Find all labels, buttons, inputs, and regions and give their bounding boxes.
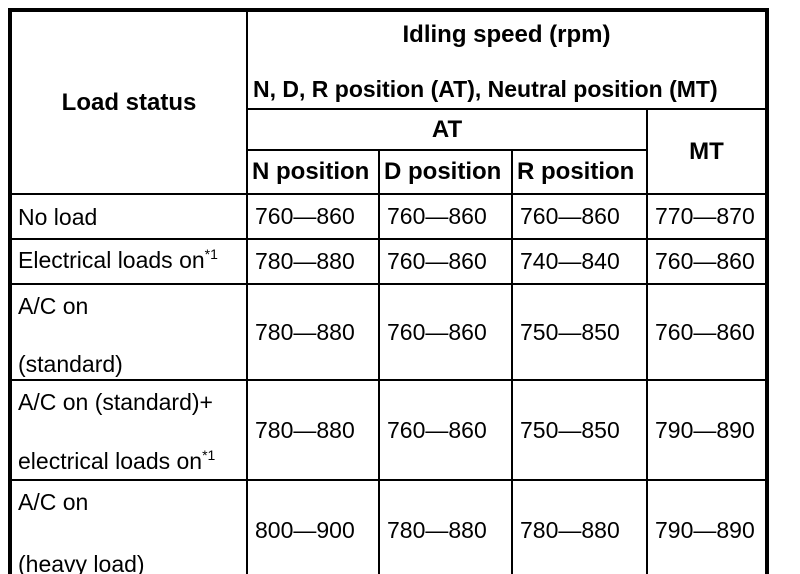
n-position-header-cell: N position [246,149,380,195]
idling-speed-value: 750—850 [511,379,648,481]
table-row: A/C on (standard) 780—880 760—860 750—850 760… [9,283,769,381]
load-status-text: A/C on (standard)+ [18,389,213,415]
load-status-cell: No load [9,193,248,240]
header-row-positions: N position D position R position [10,149,767,195]
idling-speed-value: 780—880 [246,379,380,481]
idling-speed-value: 760—860 [378,283,513,381]
load-status-cell: A/C on (heavy load) [9,479,248,574]
idling-speed-header-cell: Idling speed (rpm) N, D, R position (AT)… [245,9,769,110]
table-row: No load 760—860 760—860 760—860 770—870 [9,193,769,240]
header-row-at-mt: AT MT [10,108,769,195]
idling-speed-value: 760—860 [645,283,769,381]
idling-speed-table: Load status Idling speed (rpm) N, D, R p… [8,8,770,574]
table-row: A/C on (standard)+ electrical loads on*1 7… [9,379,769,481]
load-status-text: A/C on [18,293,89,319]
idling-speed-value: 790—890 [645,479,769,574]
r-position-header-cell: R position [511,149,648,195]
idling-speed-value: 760—860 [246,193,380,240]
idling-speed-value: 760—860 [378,193,513,240]
idling-speed-value: 780—880 [246,283,380,381]
footnote-marker: *1 [202,447,216,463]
idling-speed-value: 780—880 [511,479,648,574]
mt-header-cell: MT [645,108,769,195]
d-position-header-cell: D position [378,149,513,195]
header-row-top: Load status Idling speed (rpm) N, D, R p… [9,9,769,195]
idling-speed-value: 740—840 [511,238,648,285]
load-status-header-cell: Load status [9,9,248,195]
idling-speed-value: 790—890 [645,379,769,481]
load-status-text: Electrical loads on*1 [18,246,218,273]
idling-speed-value: 780—880 [378,479,513,574]
idling-speed-value: 760—860 [511,193,648,240]
at-header-cell: AT [246,108,648,151]
load-status-text: A/C on [18,489,89,515]
idling-speed-value: 750—850 [511,283,648,381]
load-status-cell: A/C on (standard) [9,283,248,381]
table-row: A/C on (heavy load) 800—900 780—880 780—880 7… [9,479,769,574]
footnote-marker: *1 [204,246,218,262]
idling-speed-value: 800—900 [246,479,380,574]
idling-speed-value: 760—860 [378,238,513,285]
idling-speed-value: 760—860 [378,379,513,481]
load-status-text: (heavy load) [18,551,145,574]
load-status-cell: Electrical loads on*1 [9,238,248,285]
idling-speed-title: Idling speed (rpm) [402,21,611,48]
idling-speed-value: 780—880 [246,238,380,285]
idling-speed-value: 770—870 [645,193,769,240]
table-row: Electrical loads on*1 780—880 760—860 740—8… [9,238,769,285]
position-description: N, D, R position (AT), Neutral position … [253,76,718,102]
load-status-text: (standard) [18,351,123,377]
load-status-text: electrical loads on*1 [18,447,216,474]
load-status-text: No load [18,203,98,230]
load-status-cell: A/C on (standard)+ electrical loads on*1 [9,379,248,481]
idling-speed-value: 760—860 [645,238,769,285]
